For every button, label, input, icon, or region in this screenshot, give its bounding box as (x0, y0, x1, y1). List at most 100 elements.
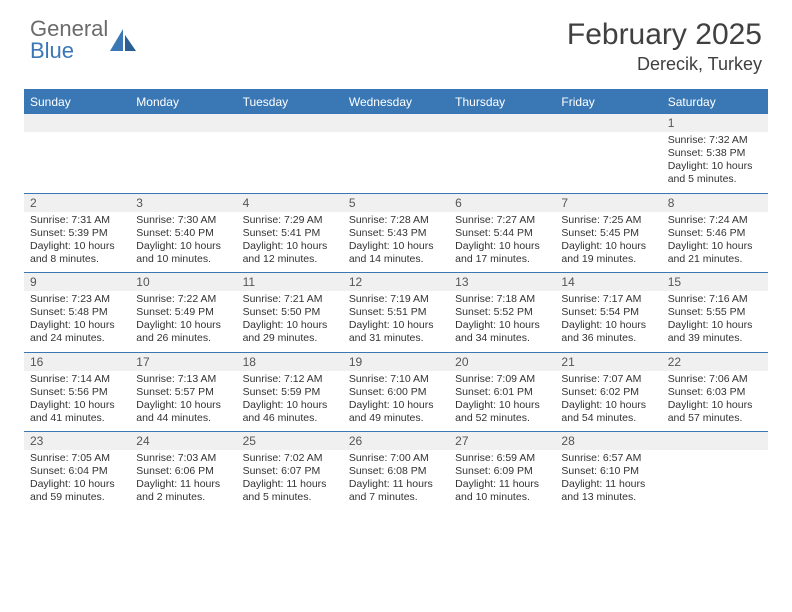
day-number: 15 (662, 273, 768, 291)
day-detail-line: Sunset: 6:03 PM (668, 386, 762, 399)
day-detail-line: Sunrise: 7:05 AM (30, 452, 124, 465)
day-detail-line: and 59 minutes. (30, 491, 124, 504)
day-detail-line: and 41 minutes. (30, 412, 124, 425)
day-detail-line: and 24 minutes. (30, 332, 124, 345)
day-detail-line: Sunrise: 7:13 AM (136, 373, 230, 386)
day-detail-line: Sunset: 6:07 PM (243, 465, 337, 478)
day-detail-line: Sunrise: 7:12 AM (243, 373, 337, 386)
day-detail-line: and 52 minutes. (455, 412, 549, 425)
day-number (555, 114, 661, 132)
day-detail (24, 132, 130, 193)
day-detail: Sunrise: 7:23 AMSunset: 5:48 PMDaylight:… (24, 291, 130, 352)
day-detail-line: Daylight: 10 hours (668, 240, 762, 253)
day-detail-line: and 5 minutes. (668, 173, 762, 186)
day-detail-line: and 46 minutes. (243, 412, 337, 425)
calendar-week: 2345678Sunrise: 7:31 AMSunset: 5:39 PMDa… (24, 193, 768, 273)
calendar-week: 16171819202122Sunrise: 7:14 AMSunset: 5:… (24, 352, 768, 432)
day-detail (343, 132, 449, 193)
day-detail-line: Daylight: 11 hours (455, 478, 549, 491)
day-detail-line: Sunrise: 7:23 AM (30, 293, 124, 306)
day-detail-line: Sunset: 5:54 PM (561, 306, 655, 319)
day-detail-line: and 29 minutes. (243, 332, 337, 345)
day-number-row: 1 (24, 114, 768, 132)
day-number: 25 (237, 432, 343, 450)
day-number-row: 232425262728 (24, 432, 768, 450)
day-detail: Sunrise: 7:24 AMSunset: 5:46 PMDaylight:… (662, 212, 768, 273)
location: Derecik, Turkey (567, 54, 762, 75)
day-detail-line: Sunrise: 7:07 AM (561, 373, 655, 386)
weekday-header: Tuesday (237, 91, 343, 114)
day-detail-line: Sunset: 5:56 PM (30, 386, 124, 399)
day-detail: Sunrise: 7:27 AMSunset: 5:44 PMDaylight:… (449, 212, 555, 273)
day-detail-line: Sunrise: 7:02 AM (243, 452, 337, 465)
weekday-header: Saturday (662, 91, 768, 114)
day-detail (449, 132, 555, 193)
day-detail-line: Daylight: 10 hours (136, 399, 230, 412)
weekday-header: Sunday (24, 91, 130, 114)
day-detail-line: and 13 minutes. (561, 491, 655, 504)
day-detail: Sunrise: 7:02 AMSunset: 6:07 PMDaylight:… (237, 450, 343, 511)
day-detail: Sunrise: 7:19 AMSunset: 5:51 PMDaylight:… (343, 291, 449, 352)
day-detail: Sunrise: 7:14 AMSunset: 5:56 PMDaylight:… (24, 371, 130, 432)
day-detail: Sunrise: 7:13 AMSunset: 5:57 PMDaylight:… (130, 371, 236, 432)
day-detail-line: Sunset: 6:08 PM (349, 465, 443, 478)
day-detail-line: Sunrise: 7:25 AM (561, 214, 655, 227)
day-detail-line: Sunrise: 7:17 AM (561, 293, 655, 306)
day-number: 13 (449, 273, 555, 291)
day-number: 2 (24, 194, 130, 212)
day-detail-line: Sunset: 5:51 PM (349, 306, 443, 319)
day-detail-line: Daylight: 10 hours (30, 319, 124, 332)
day-number: 21 (555, 353, 661, 371)
weekday-header: Monday (130, 91, 236, 114)
day-detail-line: Daylight: 10 hours (243, 240, 337, 253)
day-detail-line: Daylight: 10 hours (30, 478, 124, 491)
day-detail-line: Daylight: 11 hours (349, 478, 443, 491)
day-detail-line: Daylight: 11 hours (136, 478, 230, 491)
day-detail-line: Daylight: 10 hours (136, 240, 230, 253)
day-number: 7 (555, 194, 661, 212)
day-number (449, 114, 555, 132)
day-detail-line: and 8 minutes. (30, 253, 124, 266)
day-detail: Sunrise: 7:07 AMSunset: 6:02 PMDaylight:… (555, 371, 661, 432)
calendar: SundayMondayTuesdayWednesdayThursdayFrid… (24, 89, 768, 511)
day-detail-line: Sunset: 5:46 PM (668, 227, 762, 240)
day-detail-row: Sunrise: 7:32 AMSunset: 5:38 PMDaylight:… (24, 132, 768, 193)
day-detail-line: Sunrise: 7:22 AM (136, 293, 230, 306)
day-detail-line: Daylight: 10 hours (243, 319, 337, 332)
day-detail: Sunrise: 7:00 AMSunset: 6:08 PMDaylight:… (343, 450, 449, 511)
day-detail-line: Daylight: 10 hours (561, 240, 655, 253)
day-detail-line: Sunset: 5:49 PM (136, 306, 230, 319)
day-number: 14 (555, 273, 661, 291)
header: General Blue February 2025 Derecik, Turk… (0, 0, 792, 83)
day-detail-line: and 34 minutes. (455, 332, 549, 345)
day-detail-line: Daylight: 10 hours (136, 319, 230, 332)
day-number: 27 (449, 432, 555, 450)
day-detail-line: and 14 minutes. (349, 253, 443, 266)
day-detail-line: Sunset: 5:38 PM (668, 147, 762, 160)
day-detail-line: Sunrise: 7:10 AM (349, 373, 443, 386)
day-number: 3 (130, 194, 236, 212)
day-number: 11 (237, 273, 343, 291)
day-detail: Sunrise: 6:59 AMSunset: 6:09 PMDaylight:… (449, 450, 555, 511)
day-detail-line: Sunset: 5:41 PM (243, 227, 337, 240)
day-number: 6 (449, 194, 555, 212)
day-detail-line: Sunset: 5:52 PM (455, 306, 549, 319)
day-number: 4 (237, 194, 343, 212)
day-detail-line: Daylight: 10 hours (455, 399, 549, 412)
day-number (24, 114, 130, 132)
calendar-week: 232425262728 Sunrise: 7:05 AMSunset: 6:04… (24, 431, 768, 511)
day-detail-line: Sunset: 6:04 PM (30, 465, 124, 478)
day-number: 26 (343, 432, 449, 450)
day-detail-line: Sunrise: 7:16 AM (668, 293, 762, 306)
day-detail: Sunrise: 7:18 AMSunset: 5:52 PMDaylight:… (449, 291, 555, 352)
day-detail: Sunrise: 7:12 AMSunset: 5:59 PMDaylight:… (237, 371, 343, 432)
day-detail (662, 450, 768, 511)
day-number: 18 (237, 353, 343, 371)
day-detail-line: and 49 minutes. (349, 412, 443, 425)
day-detail-line: and 54 minutes. (561, 412, 655, 425)
day-detail-line: Daylight: 10 hours (455, 319, 549, 332)
day-detail-line: and 10 minutes. (455, 491, 549, 504)
day-detail: Sunrise: 7:25 AMSunset: 5:45 PMDaylight:… (555, 212, 661, 273)
day-number: 20 (449, 353, 555, 371)
day-detail-line: Sunrise: 7:18 AM (455, 293, 549, 306)
